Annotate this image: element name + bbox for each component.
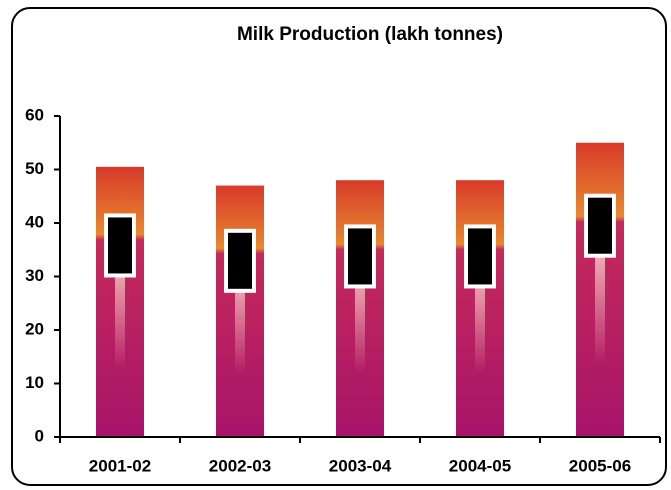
x-tick-label: 2005-06 bbox=[569, 456, 631, 475]
label-box bbox=[464, 224, 496, 289]
bar-decoration bbox=[355, 270, 365, 373]
y-tick-label: 60 bbox=[25, 105, 44, 124]
x-tick-label: 2001-02 bbox=[89, 456, 151, 475]
label-box bbox=[104, 213, 136, 278]
bar-decoration bbox=[235, 273, 245, 375]
chart-title: Milk Production (lakh tonnes) bbox=[237, 24, 503, 45]
bar-decoration bbox=[595, 245, 605, 364]
y-tick-label: 0 bbox=[35, 426, 44, 445]
label-box bbox=[224, 228, 256, 293]
y-tick-label: 40 bbox=[25, 212, 44, 231]
x-tick-label: 2002-03 bbox=[209, 456, 271, 475]
y-tick-label: 30 bbox=[25, 266, 44, 285]
y-tick-label: 50 bbox=[25, 159, 44, 178]
label-box bbox=[584, 193, 616, 258]
bar-decoration bbox=[115, 261, 125, 370]
x-tick-label: 2004-05 bbox=[449, 456, 511, 475]
y-tick-label: 10 bbox=[25, 373, 44, 392]
bar-decoration bbox=[475, 270, 485, 373]
x-tick-label: 2003-04 bbox=[329, 456, 392, 475]
label-box bbox=[344, 224, 376, 289]
y-tick-label: 20 bbox=[25, 319, 44, 338]
